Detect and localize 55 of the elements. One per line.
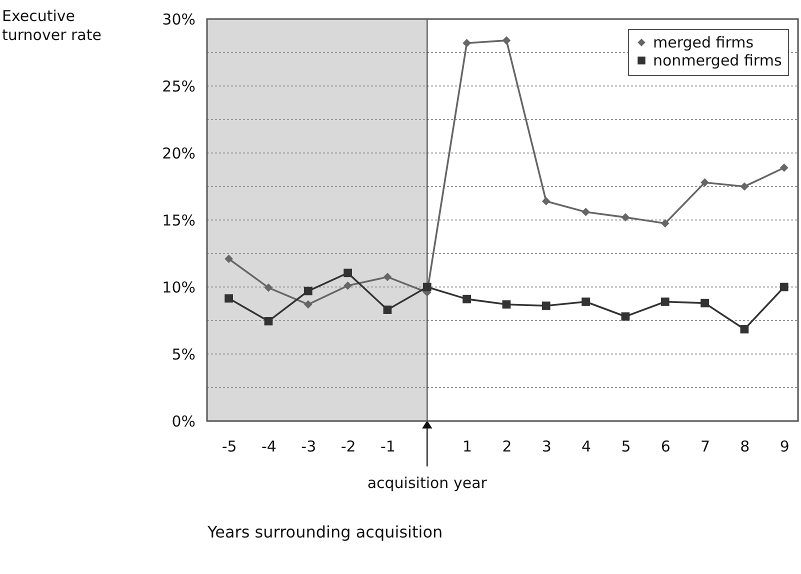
point (344, 268, 352, 278)
y-axis-title: Executive turnover rate (2, 7, 102, 44)
point (383, 306, 392, 314)
point (582, 208, 590, 216)
y-tick-label: 30% (162, 10, 196, 28)
x-tick-label: -5 (222, 438, 237, 456)
point (224, 294, 233, 303)
point (264, 283, 273, 292)
point (740, 182, 749, 191)
x-tick-label: 8 (740, 438, 750, 456)
x-tick-label: -4 (261, 438, 276, 456)
legend-label: nonmerged firms (653, 52, 782, 70)
y-tick-label: 5% (172, 346, 196, 364)
x-tick-label: 6 (660, 438, 670, 456)
point (502, 300, 511, 309)
x-tick-label: 4 (582, 438, 592, 456)
point (780, 282, 788, 292)
point (542, 197, 550, 206)
point (621, 312, 630, 321)
point (700, 178, 709, 187)
point (502, 36, 511, 45)
x-tick-label: 7 (700, 438, 710, 456)
x-tick-label: 5 (621, 438, 631, 456)
x-tick-label: 2 (502, 438, 512, 456)
point (422, 282, 432, 292)
point (304, 286, 312, 296)
legend-label: merged firms (653, 34, 754, 52)
point (462, 38, 471, 48)
point (462, 294, 471, 304)
x-axis-title: Years surrounding acquisition (206, 522, 443, 542)
point (740, 325, 749, 334)
point (344, 281, 352, 290)
point (660, 298, 670, 306)
y-tick-label: 25% (162, 78, 196, 96)
x-tick-label: -2 (340, 438, 356, 456)
y-tick-label: 20% (162, 144, 196, 162)
point (383, 272, 392, 282)
x-tick-label: -1 (380, 438, 396, 456)
x-tick-label: 3 (542, 438, 552, 456)
ref-line-label: acquisition year (367, 474, 488, 492)
point (582, 298, 590, 306)
point (660, 219, 670, 228)
y-tick-label: 0% (172, 412, 196, 430)
x-tick-label: 9 (780, 438, 790, 456)
point (224, 254, 233, 264)
point (780, 164, 788, 172)
x-tick-label: -3 (301, 438, 316, 456)
point (304, 300, 312, 309)
point (264, 316, 273, 326)
point (621, 213, 630, 222)
x-tick-label: 1 (462, 438, 472, 456)
point (700, 298, 709, 308)
y-tick-label: 10% (162, 278, 196, 296)
point (542, 302, 550, 310)
y-tick-label: 15% (162, 212, 196, 230)
